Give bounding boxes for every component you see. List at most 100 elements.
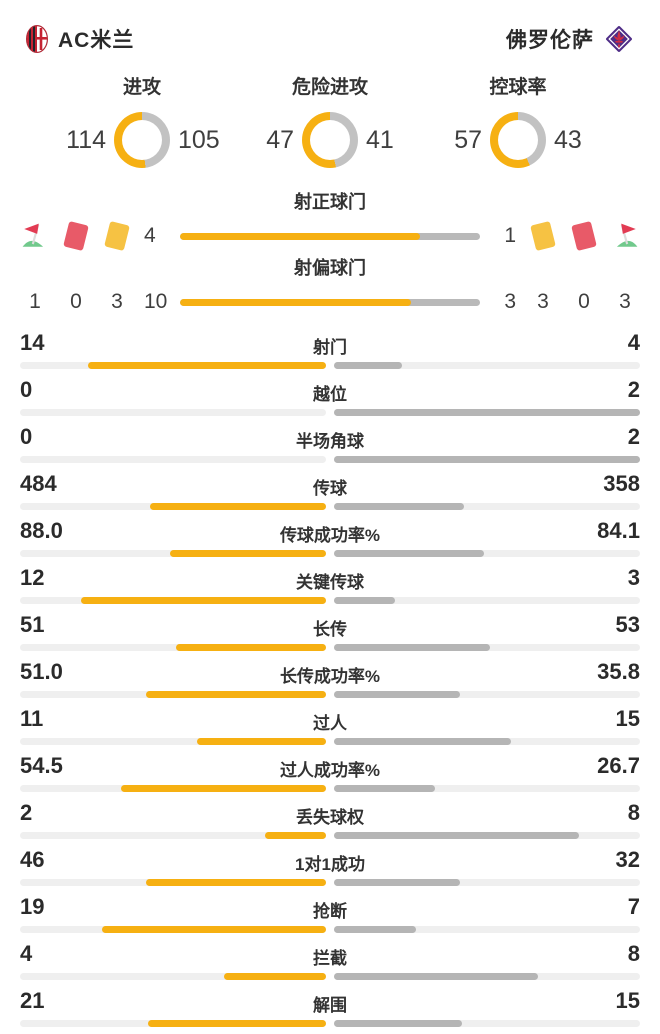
away-value: 53	[615, 612, 640, 637]
home-bar-track	[20, 409, 326, 416]
yellow-card-shape	[104, 220, 130, 252]
away-bar-fill	[334, 409, 640, 416]
away-bar-fill	[334, 973, 538, 980]
away-bar-track	[334, 550, 640, 557]
home-bar-fill	[175, 644, 326, 651]
home-value: 51	[20, 612, 45, 637]
away-bar-track	[334, 832, 640, 839]
stat-row: 54.5 过人成功率% 26.7	[0, 751, 660, 798]
stat-row: 51 长传 53	[0, 610, 660, 657]
home-bar-track	[20, 879, 326, 886]
stat-row: 0 半场角球 2	[0, 422, 660, 469]
away-value: 2	[627, 377, 640, 402]
stat-row: 484 传球 358	[0, 469, 660, 516]
away-bar-fill	[334, 785, 435, 792]
home-value: 88.0	[20, 518, 63, 543]
home-value: 51.0	[20, 659, 63, 684]
home-bar-track	[20, 691, 326, 698]
away-value: 15	[615, 706, 640, 731]
home-bar-track	[20, 456, 326, 463]
away-value: 7	[627, 894, 640, 919]
away-bar-track	[334, 879, 640, 886]
home-events: 1 0 3	[0, 188, 142, 320]
stat-label: 拦截	[313, 949, 347, 968]
shot-bar-row: 10 3	[142, 284, 518, 320]
donut-home-value: 114	[66, 125, 106, 154]
away-events: 3 0 3	[518, 188, 660, 320]
stat-label: 传球	[313, 479, 347, 498]
away-value: 8	[627, 800, 640, 825]
away-bar-track	[334, 503, 640, 510]
home-bar-fill	[169, 550, 326, 557]
donut-away-value: 105	[178, 125, 220, 154]
donut-row: 114 105	[57, 112, 227, 168]
stat-label: 半场角球	[296, 432, 364, 451]
home-bar-fill	[150, 503, 326, 510]
shot-bar-track	[180, 298, 480, 306]
away-value: 32	[615, 847, 640, 872]
home-bar-track	[20, 1020, 326, 1027]
stat-row: 19 抢断 7	[0, 892, 660, 939]
away-bar-track	[334, 597, 640, 604]
home-bar-fill	[81, 597, 326, 604]
stat-label: 越位	[313, 385, 347, 404]
home-bar-track	[20, 785, 326, 792]
fiorentina-logo-icon	[604, 24, 634, 54]
red-card-icon	[569, 220, 599, 252]
event-count: 3	[111, 290, 123, 313]
home-bar-track	[20, 550, 326, 557]
away-bar-fill	[334, 832, 579, 839]
event-count: 0	[70, 290, 82, 313]
home-bar-track	[20, 926, 326, 933]
shot-stat-title: 射正球门	[294, 192, 366, 212]
event-count: 3	[537, 290, 549, 313]
red-card-shape	[571, 220, 597, 252]
home-bar-fill	[147, 1020, 326, 1027]
right-event-counts: 3 0 3	[518, 284, 660, 320]
home-team: AC米兰	[26, 24, 134, 54]
donut-row: 47 41	[245, 112, 415, 168]
yellow-card-icon	[528, 220, 558, 252]
away-value: 4	[627, 330, 640, 355]
stat-row: 51.0 长传成功率% 35.8	[0, 657, 660, 704]
stat-label: 过人成功率%	[279, 761, 381, 780]
home-bar-track	[20, 973, 326, 980]
donut-charts-section: 进攻 114 105 危险进攻 47 41 控球率 57 43	[0, 72, 660, 168]
away-bar-track	[334, 973, 640, 980]
home-value: 0	[20, 424, 33, 449]
stat-label: 长传	[313, 620, 347, 639]
left-event-icons	[0, 218, 142, 254]
donut-chart	[490, 112, 546, 168]
away-value: 35.8	[597, 659, 640, 684]
shot-bar-track	[180, 232, 480, 240]
home-team-name: AC米兰	[58, 29, 135, 52]
home-bar-track	[20, 832, 326, 839]
away-bar-track	[334, 738, 640, 745]
away-bar-track	[334, 785, 640, 792]
away-bar-fill	[334, 550, 484, 557]
home-bar-track	[20, 597, 326, 604]
home-bar-track	[20, 362, 326, 369]
donut-chart	[114, 112, 170, 168]
donut-group: 控球率 57 43	[433, 72, 603, 168]
away-bar-track	[334, 926, 640, 933]
home-bar-fill	[102, 926, 326, 933]
yellow-card-icon	[102, 220, 132, 252]
event-count: 3	[619, 290, 631, 313]
home-value: 11	[20, 706, 44, 731]
stat-row: 46 1对1成功 32	[0, 845, 660, 892]
stats-list: 14 射门 4 0 越位 2 0 半场角球 2 484 传球 358 88.0 传球成功率% 84.1 12 关…	[0, 328, 660, 1033]
donut-away-value: 43	[554, 125, 582, 154]
stat-row: 88.0 传球成功率% 84.1	[0, 516, 660, 563]
stat-label: 1对1成功	[295, 855, 365, 874]
home-bar-fill	[224, 973, 326, 980]
away-value: 26.7	[597, 753, 640, 778]
away-bar-track	[334, 362, 640, 369]
donut-title: 控球率	[489, 77, 547, 98]
donut-home-value: 57	[454, 125, 482, 154]
stat-row: 21 解围 15	[0, 986, 660, 1033]
home-bar-track	[20, 644, 326, 651]
donut-group: 进攻 114 105	[57, 72, 227, 168]
donut-title: 进攻	[122, 77, 161, 98]
